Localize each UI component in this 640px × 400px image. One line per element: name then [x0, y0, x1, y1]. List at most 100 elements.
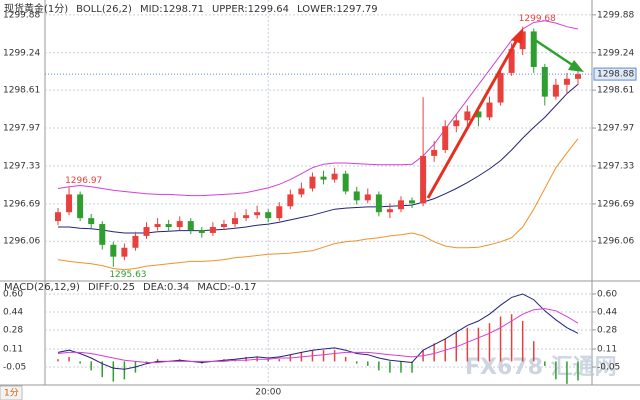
macd-title: MACD(26,12,9) [4, 282, 80, 293]
period-tab[interactable] [0, 385, 23, 400]
candle-body [353, 191, 360, 201]
candle-body [66, 194, 73, 213]
candle-body [154, 224, 161, 228]
candle-body [486, 102, 493, 118]
candle-body [298, 188, 305, 195]
y-tick-label: 1299.88 [597, 10, 634, 20]
y-tick-label: 0.44 [597, 307, 617, 317]
candle-body [575, 74, 581, 79]
red-arrow [426, 37, 520, 199]
y-tick-label: 1297.97 [597, 124, 634, 134]
candle-body [77, 194, 84, 219]
y-tick-label: 0.28 [3, 325, 23, 335]
candle-body [276, 206, 283, 219]
macd-line [57, 308, 579, 363]
candle-body [530, 31, 537, 67]
candle-body [99, 224, 106, 245]
y-tick-label: 1297.33 [597, 161, 634, 171]
candle-body [254, 212, 261, 216]
candle-body [563, 78, 570, 85]
candle-body [442, 126, 449, 150]
candle-body [497, 72, 504, 103]
candle-body [464, 111, 471, 121]
y-tick-label: 1298.61 [3, 86, 40, 96]
y-tick-label: 1297.33 [3, 161, 40, 171]
y-tick-label: 1297.97 [3, 124, 40, 134]
candle-body [552, 84, 559, 97]
candle-body [475, 111, 482, 118]
y-tick-label: -0.05 [597, 363, 620, 373]
y-tick-label: 1299.24 [597, 48, 634, 58]
green-arrowhead [568, 60, 584, 72]
candle-body [287, 194, 294, 207]
marks: 1299.88 1299.88 1299.24 1299.24 1298.61 1298.… [3, 0, 637, 398]
candle-body [143, 227, 150, 236]
instrument-title: 现货黄金(1分) [4, 2, 68, 15]
boll-line [57, 138, 579, 271]
indicator-name: BOLL(26,2) [76, 4, 132, 15]
y-tick-label: 0.60 [597, 289, 617, 299]
candle-body [176, 221, 183, 228]
candle-body [508, 49, 515, 73]
candle-body [265, 212, 272, 219]
candle-body [243, 215, 250, 219]
boll-line [57, 20, 579, 197]
candle-body [320, 176, 327, 180]
candle-body [132, 235, 139, 248]
candle-body [55, 212, 61, 222]
last-price-box [593, 67, 637, 81]
candle-body [420, 155, 427, 204]
legend-entry: DEA:0.34 [143, 282, 189, 293]
y-tick-label: 1299.88 [3, 10, 40, 20]
y-tick-label: 1298.61 [597, 86, 634, 96]
period-label[interactable]: 1分 [4, 388, 19, 399]
candle-body [121, 247, 128, 257]
low-annotation: 1295.63 [109, 270, 146, 280]
y-tick-label: 1296.06 [3, 237, 40, 247]
candle-body [453, 120, 460, 127]
candle-body [541, 66, 548, 97]
candle-body [88, 218, 95, 225]
macd-line [57, 293, 579, 370]
candle-body [342, 173, 349, 192]
candle-body [309, 176, 316, 189]
candle-body [209, 227, 216, 233]
legend-entry: MACD:-0.17 [197, 282, 256, 293]
legend-entry: MID:1298.71 [140, 4, 204, 15]
y-tick-label: 0.28 [597, 325, 617, 335]
y-tick-label: 0.44 [3, 307, 23, 317]
y-tick-label: 0.11 [3, 345, 23, 355]
candle-body [409, 200, 416, 204]
candle-body [386, 209, 393, 213]
red-arrowhead [511, 28, 523, 44]
high-annotation: 1299.68 [519, 14, 556, 24]
y-tick-label: 1299.24 [3, 48, 40, 58]
candle-body [220, 224, 227, 228]
y-tick-label: 1296.06 [597, 237, 634, 247]
candle-body [375, 194, 382, 213]
candle-body [331, 173, 338, 180]
legend-entry: UPPER:1299.64 [212, 4, 289, 15]
candle-body [187, 221, 194, 230]
candle-body [519, 31, 526, 50]
candle-body [110, 244, 117, 257]
candle-body [232, 218, 239, 225]
candle-body [165, 224, 172, 228]
y-tick-label: 0.11 [597, 345, 617, 355]
x-tick-label: 20:00 [255, 388, 281, 398]
last-price-label: 1298.88 [597, 70, 634, 80]
y-tick-label: 1296.69 [3, 199, 40, 209]
high-annotation: 1296.97 [65, 176, 102, 186]
y-tick-label: 1296.69 [597, 199, 634, 209]
candle-body [364, 194, 371, 201]
y-tick-label: 0.60 [3, 289, 23, 299]
candle-body [431, 149, 438, 156]
candle-body [397, 200, 404, 210]
y-tick-label: -0.05 [3, 363, 26, 373]
candle-body [198, 229, 205, 233]
legend-entry: DIFF:0.25 [88, 282, 135, 293]
legend-entry: LOWER:1297.79 [297, 4, 378, 15]
green-arrow [534, 38, 575, 68]
